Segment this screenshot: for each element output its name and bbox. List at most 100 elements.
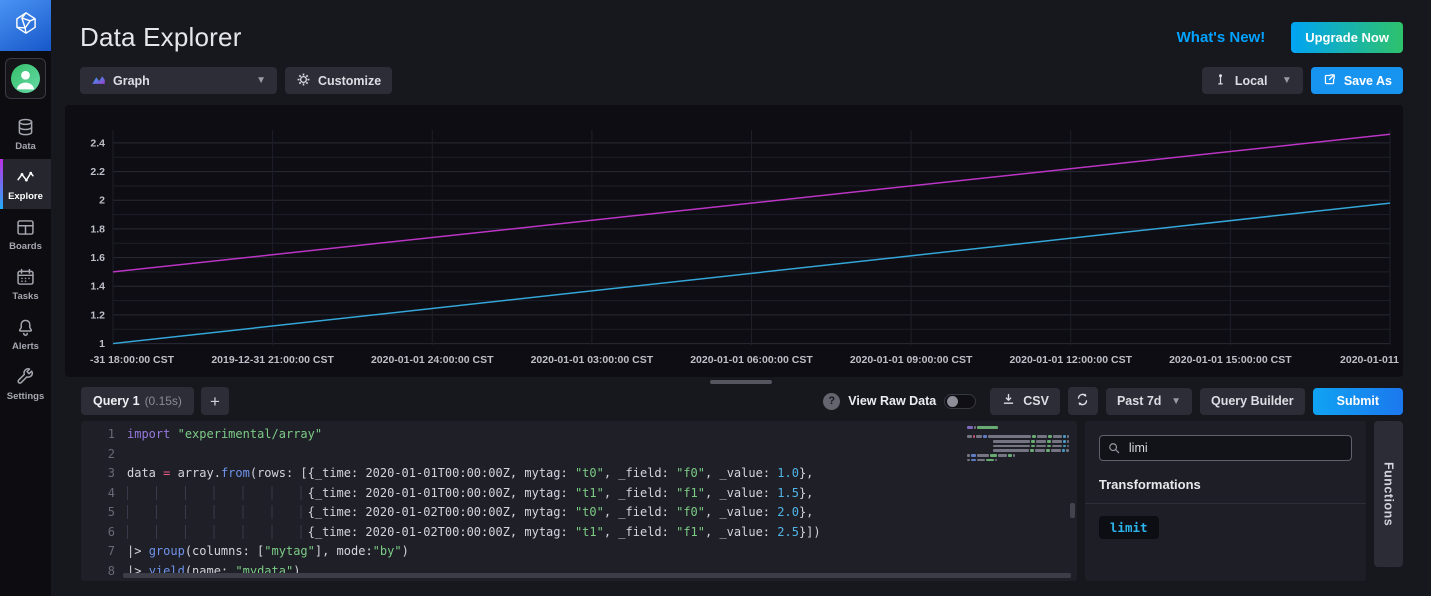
- minimap-line: [966, 426, 1069, 429]
- minimap-segment: [1052, 435, 1063, 438]
- horizontal-scrollbar[interactable]: [123, 573, 1071, 578]
- minimap-line: [967, 440, 1069, 443]
- code-token: "t1": [574, 524, 604, 539]
- minimap-segment: [977, 454, 989, 457]
- customize-button[interactable]: Customize: [285, 67, 393, 94]
- code-line[interactable]: 3 data = array.from(rows: [{_time: 2020-0…: [81, 464, 1077, 484]
- help-icon[interactable]: ?: [823, 392, 841, 410]
- code-line[interactable]: 5 {_time: 2020-01-02T00:00:00Z, mytag: "…: [81, 503, 1077, 523]
- minimap-segment: [1065, 449, 1069, 452]
- y-axis-label: 1: [99, 338, 105, 350]
- code-text: {_time: 2020-01-01T00:00:00Z, mytag: "t1…: [127, 484, 813, 504]
- line-number: 3: [107, 466, 115, 480]
- minimap-segment: [1047, 435, 1052, 438]
- function-search: [1098, 435, 1353, 461]
- download-icon: [1001, 392, 1016, 410]
- code-text: data = array.from(rows: [{_time: 2020-01…: [127, 464, 813, 484]
- sidebar-item-tasks[interactable]: Tasks: [0, 259, 51, 309]
- code-token: ], mode:: [314, 544, 373, 558]
- resize-handle[interactable]: [710, 380, 772, 384]
- minimap-segment: [995, 458, 998, 462]
- functions-panel: Transformations limit: [1084, 421, 1367, 581]
- code-token: "f1": [676, 524, 705, 539]
- influxdb-logo[interactable]: [0, 0, 51, 51]
- view-raw-data-toggle[interactable]: [944, 393, 977, 409]
- code-line[interactable]: 2: [81, 445, 1077, 465]
- minimap-segment: [985, 458, 995, 462]
- minimap-segment: [967, 449, 992, 452]
- tab-functions[interactable]: Functions: [1374, 421, 1403, 567]
- whats-new-link[interactable]: What's New!: [1176, 28, 1266, 46]
- code-line[interactable]: 1 import "experimental/array": [81, 425, 1077, 445]
- time-range-label: Past 7d: [1116, 394, 1162, 408]
- user-avatar[interactable]: [5, 58, 46, 99]
- sidebar-item-alerts[interactable]: Alerts: [0, 309, 51, 359]
- sidebar-item-label: Boards: [9, 241, 42, 252]
- view-toolbar: Graph ▼ Customize L: [80, 67, 1403, 94]
- minimap-segment: [1012, 454, 1015, 457]
- query-tab-label: Query 1: [93, 394, 140, 408]
- pulse-graph-icon: [17, 171, 34, 182]
- minimap-segment: [998, 454, 1007, 457]
- minimap-line: [967, 449, 1069, 452]
- code-token: import: [127, 427, 171, 441]
- query-builder-button[interactable]: Query Builder: [1199, 387, 1305, 415]
- sidebar-item-explore[interactable]: Explore: [0, 159, 51, 209]
- scope-dropdown[interactable]: Local ▼: [1201, 67, 1303, 94]
- code-line[interactable]: 6 {_time: 2020-01-02T00:00:00Z, mytag: "…: [81, 523, 1077, 543]
- minimap-segment: [992, 440, 1030, 443]
- page-header: Data Explorer What's New! Upgrade Now: [80, 20, 1403, 54]
- minimap-segment: [966, 454, 971, 457]
- upgrade-now-button[interactable]: Upgrade Now: [1291, 21, 1403, 53]
- minimap-segment: [1035, 449, 1046, 452]
- minimap-segment: [989, 454, 998, 457]
- time-series-chart[interactable]: 2.4 2.2 2 1.8 1.6 1.4 1.2 1 -31 18:00:00 CST 2019…: [65, 105, 1403, 377]
- minimap-segment: [992, 444, 1030, 448]
- line-number: 2: [107, 446, 115, 461]
- line-number: 6: [107, 524, 115, 539]
- flux-script-editor[interactable]: 1 import "experimental/array" 2 3 data = arr…: [81, 421, 1077, 581]
- code-text: import "experimental/array": [127, 425, 322, 445]
- code-text: |> yield(name: "mydata"): [127, 562, 300, 582]
- code-token: 2.0: [777, 505, 799, 519]
- code-line[interactable]: 7 |> group(columns: ["mytag"], mode:"by"): [81, 542, 1077, 562]
- series-line: [112, 202, 1391, 345]
- minimap-segment: [983, 435, 988, 438]
- add-query-button[interactable]: +: [200, 387, 229, 415]
- code-token: "by": [372, 544, 402, 558]
- editor-minimap[interactable]: [966, 426, 1069, 468]
- divider: [1084, 503, 1367, 504]
- view-type-dropdown[interactable]: Graph ▼: [80, 67, 277, 94]
- minimap-segment: [972, 435, 975, 438]
- submit-button[interactable]: Submit: [1312, 387, 1403, 415]
- code-text: {_time: 2020-01-02T00:00:00Z, mytag: "t0…: [127, 503, 813, 523]
- toggle-knob: [947, 395, 959, 407]
- function-item[interactable]: limit: [1098, 516, 1159, 539]
- influxdb-cube-icon: [13, 10, 39, 41]
- minimap-segment: [1062, 444, 1066, 448]
- line-number: 1: [107, 427, 115, 441]
- refresh-button[interactable]: [1067, 387, 1098, 415]
- y-axis-label: 2: [99, 195, 105, 207]
- main-content: Data Explorer What's New! Upgrade Now Gr…: [51, 20, 1431, 581]
- code-line[interactable]: 4 {_time: 2020-01-01T00:00:00Z, mytag: "…: [81, 484, 1077, 504]
- y-axis-label: 2.2: [90, 166, 105, 178]
- sidebar-item-label: Tasks: [12, 291, 39, 302]
- vertical-scrollbar[interactable]: [1069, 503, 1075, 518]
- sidebar-item-data[interactable]: Data: [0, 109, 51, 159]
- sidebar-item-settings[interactable]: Settings: [0, 359, 51, 409]
- sidebar-item-boards[interactable]: Boards: [0, 209, 51, 259]
- time-range-dropdown[interactable]: Past 7d ▼: [1105, 387, 1192, 415]
- csv-download-button[interactable]: CSV: [990, 387, 1060, 415]
- query-tab[interactable]: Query 1 (0.15s): [81, 387, 194, 415]
- minimap-segment: [1046, 449, 1051, 452]
- minimap-segment: [1066, 435, 1069, 438]
- function-search-input[interactable]: [1098, 435, 1353, 461]
- minimap-segment: [967, 445, 992, 448]
- code-token: (columns: [: [184, 544, 265, 558]
- code-line[interactable]: 8 |> yield(name: "mydata"): [81, 562, 1077, 582]
- minimap-segment: [988, 435, 1032, 438]
- view-type-label: Graph: [113, 73, 150, 88]
- code-token: "t0": [574, 505, 604, 519]
- save-as-button[interactable]: Save As: [1310, 67, 1403, 94]
